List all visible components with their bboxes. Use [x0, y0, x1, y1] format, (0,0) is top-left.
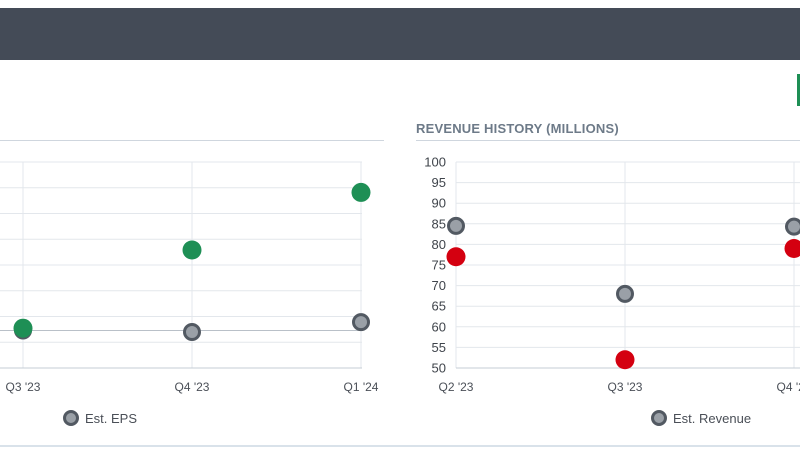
estimate-point [785, 217, 800, 236]
revenue-panel-header: REVENUE HISTORY (MILLIONS) [416, 118, 800, 141]
top-header-bar [0, 8, 800, 60]
x-tick-label: Q2 '23 [439, 380, 474, 394]
actual-point [182, 240, 202, 260]
x-tick-label: Q1 '24 [344, 380, 379, 394]
eps-panel: Q3 '23 Q4 '23 Q1 '24 [0, 140, 384, 398]
actual-point [351, 182, 371, 202]
y-tick-label: 80 [432, 237, 446, 252]
eps-legend-marker [63, 410, 79, 426]
actual-point [615, 350, 635, 370]
y-tick-label: 70 [432, 278, 446, 293]
accent-tab-marker[interactable] [797, 74, 800, 106]
y-tick-label: 75 [432, 258, 446, 273]
actual-point [446, 247, 466, 267]
bottom-divider [0, 445, 800, 447]
y-tick-label: 50 [432, 361, 446, 376]
actual-point [13, 318, 33, 338]
x-tick-label: Q4 '23 [175, 380, 210, 394]
y-tick-label: 60 [432, 319, 446, 334]
y-tick-label: 55 [432, 340, 446, 355]
revenue-legend[interactable]: Est. Revenue [651, 407, 751, 429]
revenue-panel-title: REVENUE HISTORY (MILLIONS) [416, 121, 619, 136]
estimate-point [183, 322, 201, 341]
y-tick-label: 85 [432, 216, 446, 231]
x-tick-label: Q3 '23 [6, 380, 41, 394]
x-tick-label: Q4 '23 [777, 380, 800, 394]
y-tick-label: 95 [432, 175, 446, 190]
revenue-legend-label: Est. Revenue [673, 410, 752, 426]
eps-legend-label: Est. EPS [85, 410, 138, 426]
eps-legend[interactable]: Est. EPS [63, 407, 137, 429]
estimate-point [352, 313, 370, 332]
revenue-legend-marker [651, 410, 667, 426]
revenue-panel: 50 55 60 65 70 75 80 85 90 95 100 Q2 '23 Q3 '23 Q4 '2… [416, 140, 800, 398]
estimate-point [616, 284, 634, 303]
y-tick-label: 100 [424, 155, 446, 170]
eps-chart: Q3 '23 Q4 '23 Q1 '24 [0, 161, 379, 394]
actual-point [784, 239, 800, 259]
revenue-chart: 50 55 60 65 70 75 80 85 90 95 100 Q2 '23 Q3 '23 Q4 '2… [424, 155, 800, 394]
eps-panel-header [0, 118, 384, 141]
x-tick-label: Q3 '23 [608, 380, 643, 394]
y-tick-label: 90 [432, 196, 446, 211]
y-tick-label: 65 [432, 299, 446, 314]
estimate-point [447, 216, 465, 235]
